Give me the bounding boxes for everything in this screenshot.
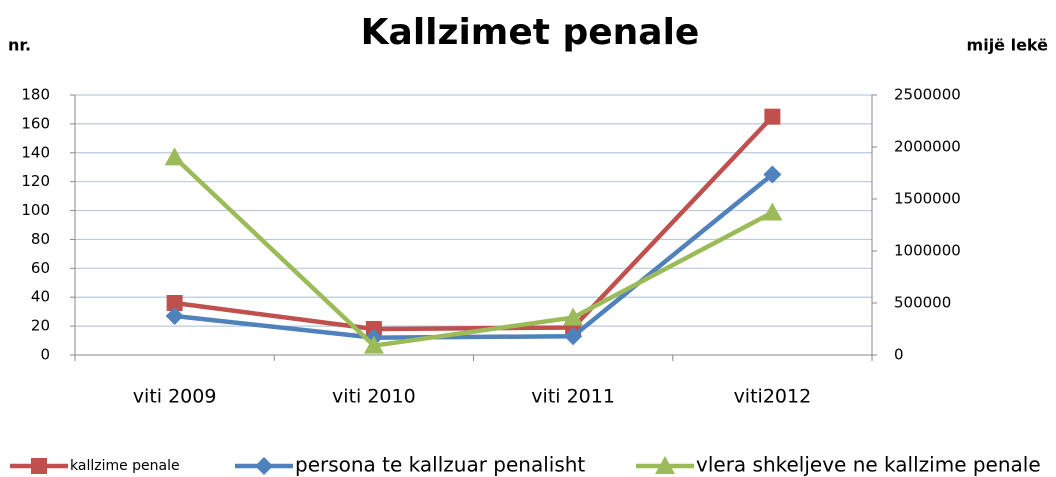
series-line	[174, 115, 775, 332]
series-marker	[363, 335, 384, 354]
y2-tick-label: 1000000	[894, 242, 961, 260]
y-tick-label: 120	[21, 172, 50, 190]
legend-marker	[255, 457, 273, 475]
series-marker	[166, 295, 183, 311]
legend-label: persona te kallzuar penalisht	[295, 453, 585, 477]
y-tick-label: 100	[21, 201, 50, 219]
x-tick-label: viti 2011	[531, 386, 615, 408]
series-marker	[563, 307, 584, 326]
series-marker	[164, 147, 185, 166]
chart-title: Kallzimet penale	[361, 12, 700, 53]
series-line	[174, 172, 774, 340]
y-tick-label: 140	[21, 143, 50, 161]
y2-tick-label: 500000	[894, 294, 951, 312]
series-line	[173, 155, 774, 348]
y-tick-label: 60	[31, 259, 50, 277]
y2-tick-label: 2000000	[894, 138, 961, 156]
legend-marker	[655, 456, 675, 474]
y2-tick-label: 2500000	[894, 86, 961, 104]
y-tick-label: 20	[31, 317, 50, 335]
y-tick-label: 40	[31, 288, 50, 306]
legend-marker	[31, 458, 47, 474]
y2-tick-label: 0	[894, 346, 904, 364]
series-marker	[764, 108, 781, 125]
x-tick-label: viti 2009	[133, 386, 217, 408]
x-tick-label: viti 2010	[332, 386, 416, 408]
y2-axis-label: mijë lekë	[967, 36, 1049, 55]
x-tick-label: viti2012	[734, 386, 812, 408]
y2-tick-label: 1500000	[894, 190, 961, 208]
series-marker	[564, 327, 583, 346]
y-tick-label: 80	[31, 230, 50, 248]
legend-label: kallzime penale	[70, 458, 180, 474]
series-marker	[762, 202, 783, 221]
y-axis-label: nr.	[8, 36, 31, 55]
legend-label: vlera shkeljeve ne kallzime penale	[696, 453, 1041, 477]
series-marker	[763, 165, 782, 184]
y-tick-label: 0	[40, 346, 50, 364]
y-tick-label: 160	[21, 114, 50, 132]
y-tick-label: 180	[21, 86, 50, 104]
series-marker	[165, 307, 184, 325]
